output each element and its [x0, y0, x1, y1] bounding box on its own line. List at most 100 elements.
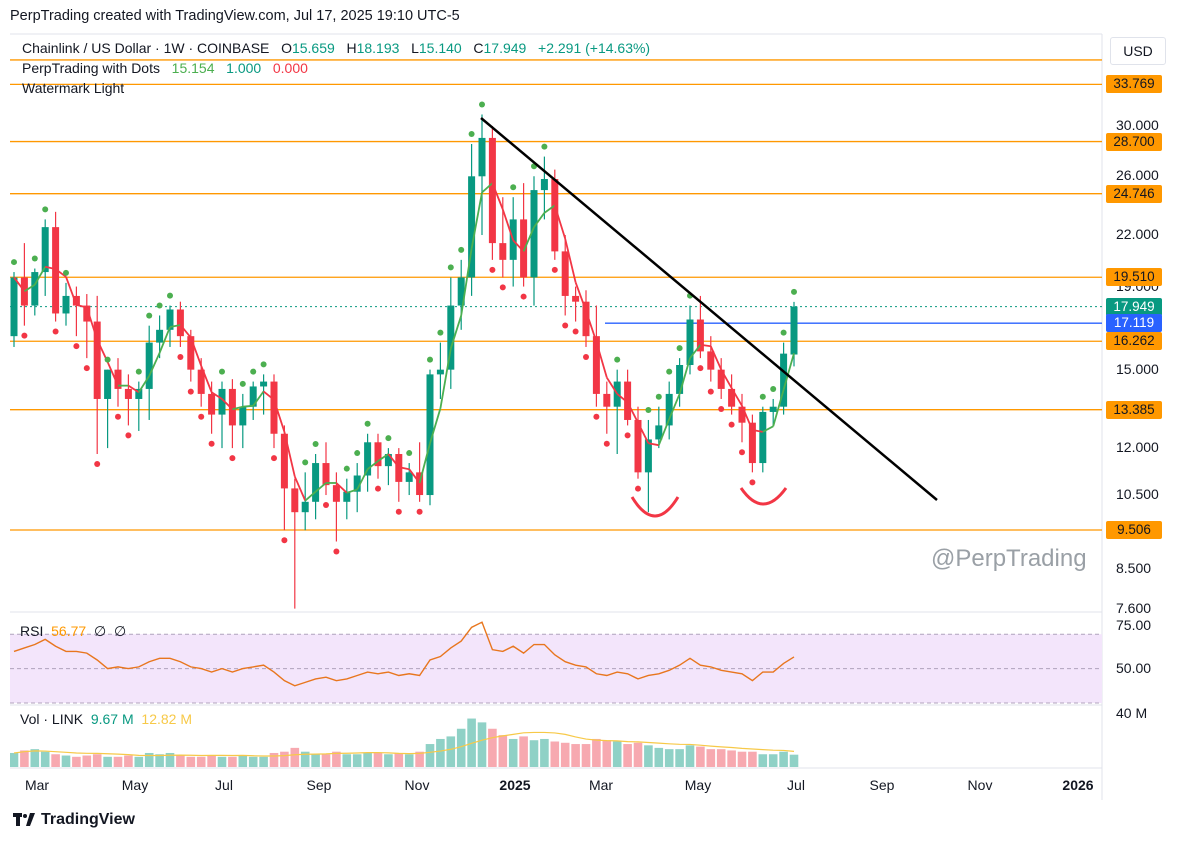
ma-segment — [45, 265, 56, 270]
volume-ma-line — [13, 731, 795, 757]
ma-segment — [408, 468, 421, 484]
currency-button[interactable]: USD — [1110, 37, 1166, 65]
signal-dot-up — [343, 465, 350, 472]
volume-bar — [768, 754, 778, 767]
volume-bar — [51, 754, 60, 767]
panel-borders — [10, 33, 1103, 800]
signal-dot-up — [364, 420, 371, 427]
ma-segment — [189, 337, 203, 367]
volume-bar — [176, 755, 185, 767]
signal-dot-up — [759, 393, 766, 400]
candle-body — [676, 365, 684, 394]
ma-segment — [606, 377, 618, 395]
time-axis-label: Mar — [588, 777, 614, 793]
signal-dot-down — [593, 413, 600, 420]
signal-dot-up — [655, 393, 662, 400]
price-tag-level: 24.746 — [1106, 184, 1162, 203]
ma-segment — [367, 460, 379, 470]
ma-segment — [242, 404, 254, 408]
top-caption: PerpTrading created with TradingView.com… — [10, 8, 460, 24]
signal-dot-up — [406, 450, 413, 457]
candle-body — [582, 301, 590, 337]
volume-bar — [124, 755, 133, 767]
signal-dot-down — [198, 413, 205, 420]
candle-body — [488, 137, 496, 244]
candle-body — [353, 475, 361, 492]
signal-dot-down — [208, 440, 215, 447]
volume-bar — [363, 752, 372, 767]
volume-bar — [789, 754, 799, 767]
volume-bar — [592, 738, 601, 767]
time-axis-label: May — [684, 777, 712, 793]
tradingview-logo-icon — [13, 813, 35, 826]
volume-bar — [40, 751, 50, 767]
signal-dot-up — [31, 255, 38, 262]
candle-body — [343, 491, 351, 502]
candle-body — [364, 442, 372, 476]
signal-dot-up — [645, 406, 652, 413]
signal-dot-down — [323, 502, 329, 509]
price-tag-last: 17.949 — [1106, 297, 1162, 316]
tradingview-logo: TradingView — [13, 811, 135, 829]
candle-body — [644, 439, 652, 473]
ma-segment — [377, 453, 389, 462]
candle-body — [166, 309, 174, 330]
volume-bar — [477, 722, 487, 767]
signal-dot-up — [780, 329, 787, 336]
candle-body — [520, 219, 528, 278]
signal-dot-down — [707, 388, 714, 395]
rsi-pane — [10, 621, 1102, 704]
volume-bar — [321, 754, 331, 767]
signal-dot-down — [395, 508, 402, 515]
candle-body — [624, 381, 632, 420]
volume-bar — [664, 749, 674, 767]
brand-name: TradingView — [41, 811, 135, 828]
ma-segment — [273, 399, 286, 433]
ma-segment — [263, 390, 275, 401]
ma-segment — [772, 389, 785, 427]
indicator-legend: PerpTrading with Dots 15.154 1.000 0.000 — [22, 60, 308, 76]
candle-body — [696, 319, 704, 352]
ma-segment — [293, 476, 307, 502]
symbol-name: Chainlink / US Dollar · 1W · COINBASE — [22, 40, 270, 56]
signal-dot-up — [437, 329, 444, 336]
ma-segment — [252, 390, 265, 407]
signal-dot-up — [104, 356, 111, 363]
ma-segment — [221, 398, 234, 410]
ma-segment — [543, 204, 556, 214]
volume-legend: Vol · LINK 9.67 M 12.82 M — [20, 711, 192, 727]
volume-bar — [165, 752, 175, 767]
ma-segment — [315, 482, 327, 493]
candle-body — [759, 411, 767, 464]
volume-bar — [644, 745, 653, 767]
ma-segment — [533, 212, 546, 228]
watermark-text: @PerpTrading — [931, 545, 1087, 572]
candle-body — [249, 386, 257, 407]
time-axis-label: Jul — [215, 777, 233, 793]
price-tag-level: 9.506 — [1106, 521, 1162, 539]
volume-bar — [269, 752, 279, 767]
ma-segment — [616, 393, 629, 404]
volume-label: Vol · LINK — [20, 711, 84, 727]
signal-dot-up — [42, 206, 49, 213]
signal-dot-down — [583, 353, 589, 360]
signal-dot-down — [520, 293, 527, 300]
ma-segment — [470, 192, 483, 249]
high-value: 18.193 — [356, 40, 400, 56]
candle-body — [93, 321, 101, 399]
volume-bar — [20, 750, 29, 767]
ma-segment — [752, 429, 763, 433]
indicator-value-2: 1.000 — [226, 60, 262, 76]
candle-body — [561, 251, 569, 296]
volume-bar — [425, 744, 435, 767]
volume-bar — [186, 756, 196, 767]
signal-dot-down — [177, 353, 184, 360]
ma-segment — [23, 283, 36, 292]
ma-segment — [106, 361, 119, 387]
signal-dot-down — [73, 343, 80, 350]
volume-bar — [394, 752, 404, 767]
candle-body — [280, 433, 288, 489]
ma-segment — [346, 488, 358, 494]
signal-dot-up — [468, 131, 475, 138]
